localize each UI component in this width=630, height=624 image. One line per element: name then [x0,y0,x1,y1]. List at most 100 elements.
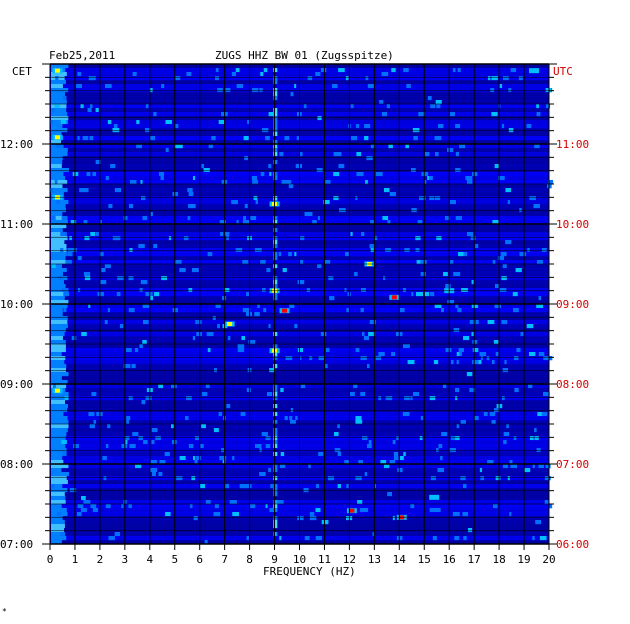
spectrogram-speck [80,104,84,109]
spectrogram-speck [89,136,94,141]
spectrogram-speck [501,396,505,401]
spectrogram-speck [368,332,376,337]
spectrogram-speck [218,120,225,125]
spectrogram-speck [60,248,64,253]
spectrogram-speck [103,476,107,481]
spectrogram-speck [54,104,60,109]
spectrogram-speck [251,176,257,181]
spectrogram-speck [108,204,113,209]
spectrogram-speck [55,76,59,81]
spectrogram-speck [419,436,423,441]
spectrogram-speck [462,484,467,489]
low-frequency-band [51,436,66,441]
low-frequency-band [51,236,68,241]
spectrogram-speck [361,232,365,237]
spectrogram-speck [165,512,171,517]
spectrogram-speck [318,452,324,457]
spectrogram-speck [532,536,535,541]
spectrogram-speck [437,468,445,473]
spectrogram-speck [140,280,148,285]
spectrogram-speck [128,396,133,401]
spectrogram-speck [262,128,269,133]
spectrogram-speck [225,484,230,489]
spectrogram-speck [289,304,295,309]
spectrogram-speck [161,84,165,89]
spectrogram-speck [317,216,320,221]
spectrogram-speck [259,448,262,453]
spectrogram-speck [499,84,503,89]
spectrogram-speck [95,108,99,113]
spectrogram-speck [50,120,54,125]
nine-hz-band [273,392,278,397]
spectrogram-speck [259,88,263,93]
low-frequency-band [51,96,67,101]
spectrogram-speck [69,488,77,493]
nine-hz-band [273,236,278,241]
spectrogram-speck [289,416,293,421]
spectrogram-speck [303,104,307,109]
spectrogram-speck [471,172,478,177]
spectrogram-speck [544,476,551,481]
spectrogram-speck [433,360,439,365]
spectrogram-speck [83,220,88,225]
spectrogram-speck [444,216,451,221]
spectrogram-speck [370,220,375,225]
spectrogram-speck [416,260,422,265]
spectrogram-speck [214,368,217,373]
spectrogram-speck [126,348,132,353]
spectrogram-speck [480,476,485,481]
spectrogram-speck [315,536,322,541]
spectrogram-speck [136,144,142,149]
spectrogram-speck [458,348,464,353]
spectrogram-speck [93,420,96,425]
spectrogram-speck [501,320,508,325]
spectrogram-speck [165,148,169,153]
x-tick-label: 0 [46,553,54,566]
nine-hz-band [273,92,278,97]
spectrogram-speck [307,212,313,217]
nine-hz-band [273,148,278,153]
low-frequency-band [51,336,63,341]
spectrogram-speck [70,220,77,225]
spectrogram-speck [201,424,206,429]
spectrogram-speck [123,364,131,369]
low-frequency-band [51,228,63,233]
spectrogram-speck [278,252,282,257]
x-tick-label: 17 [467,553,481,566]
spectrogram-speck [381,112,388,117]
spectrogram-speck [358,460,363,465]
nine-hz-band [273,144,278,149]
spectrogram-speck [423,180,427,185]
spectrogram-speck [543,356,550,361]
spectrogram-speck [263,308,267,313]
nine-hz-band [273,404,278,409]
low-frequency-band [51,264,62,269]
spectrogram-speck [388,144,393,149]
spectrogram-speck [175,124,179,129]
spectrogram-speck [350,104,354,109]
spectrogram-speck [252,180,259,185]
spectrogram-speck [231,200,237,205]
spectrogram-speck [136,120,140,125]
spectrogram-speck [61,440,67,445]
spectrogram-speck [284,136,290,141]
spectrogram-speck [186,72,192,77]
spectrogram-speck [536,304,544,309]
spectrogram-speck [108,536,115,541]
nine-hz-band [273,280,278,285]
spectrogram-speck [353,384,358,389]
spectrogram-speck [391,68,396,73]
spectrogram-speck [193,516,198,521]
spectrogram-speck [92,508,98,513]
spectrogram-speck [365,180,368,185]
spectrogram-speck [54,180,58,185]
low-frequency-band [51,84,63,89]
spectrogram-speck [312,220,317,225]
spectrogram-speck [451,360,454,365]
nine-hz-band [273,440,278,445]
spectrogram-speck [88,304,91,309]
spectrogram-speck [333,152,338,157]
spectrogram-speck [493,340,499,345]
spectrogram-speck [502,76,509,81]
spectrogram-speck [315,72,321,77]
